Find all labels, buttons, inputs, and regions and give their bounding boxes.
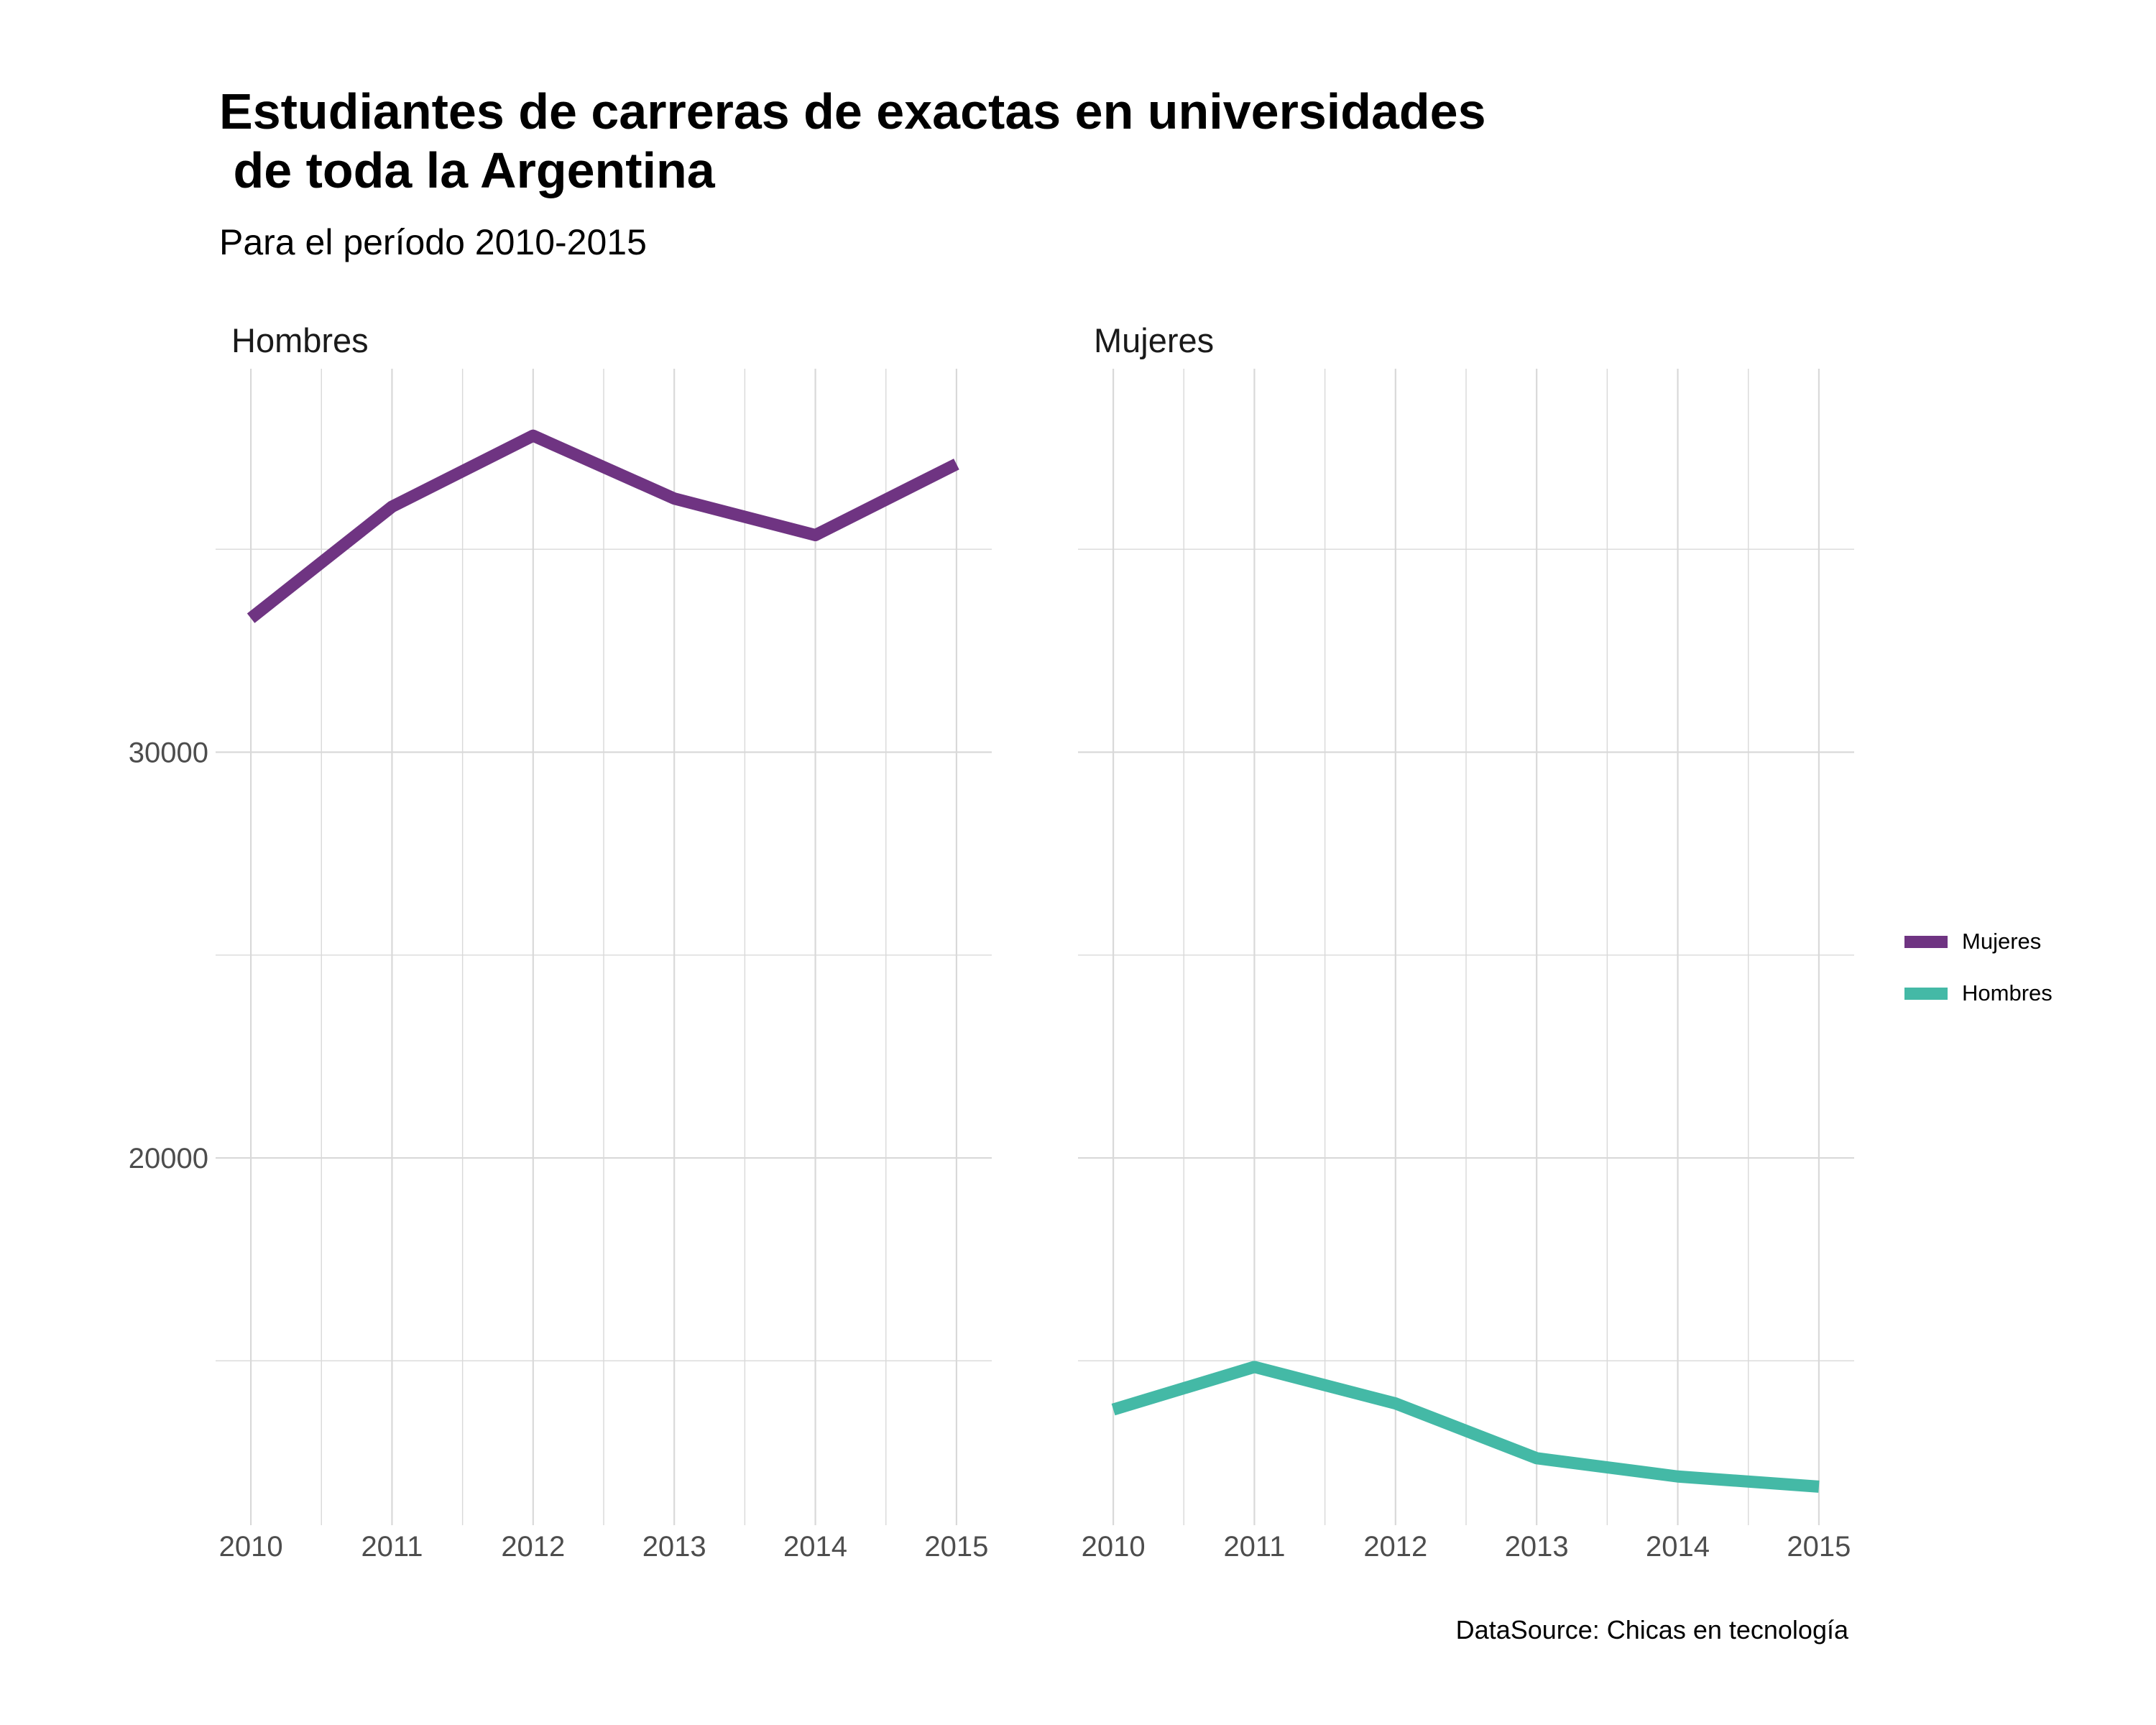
x-tick-label: 2014 [1646, 1531, 1710, 1563]
x-tick-label: 2015 [1787, 1531, 1851, 1563]
series-line-hombres [1111, 1361, 1820, 1493]
legend-key-hombres [1904, 988, 1948, 1000]
series-line-mujeres [247, 429, 959, 623]
x-tick-label: 2011 [361, 1531, 423, 1563]
legend-label-hombres: Hombres [1962, 980, 2053, 1006]
x-tick-label: 2012 [501, 1531, 565, 1563]
x-tick-label: 2014 [783, 1531, 847, 1563]
x-tick-label: 2015 [924, 1531, 988, 1563]
chart-title-line-2: de toda la Argentina [219, 142, 715, 198]
facet-strip-label: Mujeres [1094, 321, 1214, 359]
legend-label-mujeres: Mujeres [1962, 929, 2042, 954]
y-tick-label: 20000 [129, 1143, 208, 1174]
x-tick-label: 2013 [642, 1531, 706, 1563]
x-tick-label: 2011 [1223, 1531, 1285, 1563]
x-tick-label: 2010 [1082, 1531, 1146, 1563]
x-tick-label: 2013 [1505, 1531, 1569, 1563]
facet-strip-label: Hombres [231, 321, 369, 359]
chart-title-line-1: Estudiantes de carreras de exactas en un… [219, 83, 1486, 139]
legend-key-mujeres [1904, 936, 1948, 948]
y-tick-label: 30000 [129, 737, 208, 769]
x-tick-label: 2012 [1363, 1531, 1427, 1563]
x-tick-label: 2010 [219, 1531, 283, 1563]
chart-subtitle: Para el período 2010-2015 [219, 222, 647, 262]
data-source-caption: DataSource: Chicas en tecnología [1455, 1615, 1848, 1644]
